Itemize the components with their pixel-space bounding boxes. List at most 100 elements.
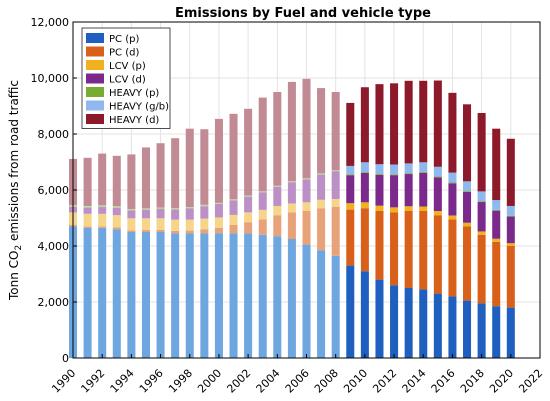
- chart-bars: [68, 78, 515, 358]
- bar-group-2003: [258, 97, 267, 358]
- bar-lcv-d-2003: [258, 192, 267, 210]
- bar-heavy-p-2005: [287, 181, 296, 183]
- bar-lcv-p-2014: [419, 206, 428, 211]
- y-axis-label-prefix: Tonn CO: [7, 251, 21, 301]
- bar-heavy-d-1998: [185, 128, 194, 208]
- bar-pc-d-2015: [433, 215, 442, 294]
- bar-heavy-p-1993: [112, 206, 121, 208]
- bar-pc-d-1999: [200, 229, 209, 234]
- bar-heavy-d-2008: [331, 92, 340, 171]
- legend-label: LCV (d): [109, 75, 146, 86]
- bar-pc-d-2016: [448, 219, 457, 297]
- chart-axes: [72, 21, 541, 359]
- bar-heavy-d-2003: [258, 97, 267, 192]
- bar-lcv-p-1993: [112, 215, 121, 228]
- bar-lcv-d-1999: [200, 206, 209, 219]
- bar-pc-p-2002: [244, 233, 253, 358]
- bar-pc-d-1997: [171, 230, 180, 234]
- bar-pc-p-1994: [127, 232, 136, 358]
- bar-lcv-d-2001: [229, 200, 238, 215]
- x-tick-label: 1996: [137, 367, 166, 396]
- bar-lcv-d-2013: [404, 174, 413, 207]
- legend-swatch: [86, 33, 104, 43]
- bar-lcv-p-2000: [214, 217, 223, 228]
- bar-pc-d-2009: [346, 209, 355, 266]
- bar-heavy-p-2009: [346, 174, 355, 176]
- bar-lcv-p-2010: [360, 202, 369, 209]
- bar-heavy-d-2017: [463, 104, 472, 182]
- bar-pc-d-2005: [287, 212, 296, 239]
- bar-pc-p-1993: [112, 229, 121, 358]
- bar-group-2016: [448, 92, 457, 358]
- bar-heavy-d-1995: [141, 147, 150, 209]
- bar-heavy-g-b-2020: [506, 205, 515, 216]
- bar-pc-p-2007: [317, 250, 326, 358]
- bar-lcv-d-2012: [390, 175, 399, 208]
- bar-lcv-p-2018: [477, 231, 486, 235]
- bar-pc-d-2003: [258, 219, 267, 235]
- bar-group-2001: [229, 113, 238, 358]
- bar-group-2002: [244, 108, 253, 358]
- y-tick-label: 10,000: [31, 72, 70, 85]
- bar-heavy-g-b-2019: [492, 200, 501, 210]
- bar-heavy-p-2007: [317, 173, 326, 175]
- bar-group-2014: [419, 80, 428, 358]
- bar-group-2008: [331, 92, 340, 358]
- bar-lcv-d-1991: [83, 207, 92, 214]
- bar-pc-d-2001: [229, 225, 238, 234]
- bar-lcv-p-2001: [229, 214, 238, 225]
- bar-lcv-d-2010: [360, 172, 369, 203]
- bar-pc-p-2009: [346, 265, 355, 358]
- bar-lcv-p-2008: [331, 198, 340, 207]
- bar-group-2011: [375, 84, 384, 358]
- bar-group-1998: [185, 128, 194, 358]
- x-tick-label: 1990: [49, 367, 78, 396]
- bar-group-2018: [477, 113, 486, 358]
- x-tick-label: 1998: [166, 367, 195, 396]
- bar-lcv-d-2020: [506, 216, 515, 244]
- bar-lcv-d-2009: [346, 175, 355, 204]
- bar-pc-p-1991: [83, 227, 92, 358]
- bar-group-2012: [390, 83, 399, 358]
- x-tick-label: 2020: [487, 367, 516, 396]
- legend-label: LCV (p): [109, 61, 146, 72]
- bar-pc-d-2000: [214, 227, 223, 234]
- bar-heavy-p-2001: [229, 199, 238, 201]
- bar-lcv-p-1992: [98, 213, 107, 227]
- bar-pc-p-2004: [273, 236, 282, 358]
- bar-pc-p-2001: [229, 233, 238, 358]
- bar-pc-p-2003: [258, 234, 267, 358]
- x-tick-label: 1994: [108, 367, 137, 396]
- bar-heavy-p-1998: [185, 207, 194, 209]
- y-tick-label: 6,000: [38, 184, 70, 197]
- bar-heavy-g-b-2012: [390, 164, 399, 175]
- bar-heavy-d-1993: [112, 155, 121, 207]
- bar-lcv-d-2007: [317, 174, 326, 200]
- bar-pc-p-2018: [477, 303, 486, 358]
- bar-pc-d-2012: [390, 212, 399, 286]
- bar-lcv-p-1991: [83, 213, 92, 227]
- bar-heavy-p-2012: [390, 174, 399, 176]
- bar-heavy-d-2005: [287, 81, 296, 182]
- x-tick-label: 2016: [429, 367, 458, 396]
- bar-lcv-p-1998: [185, 219, 194, 231]
- bar-heavy-p-1994: [127, 209, 136, 211]
- bar-pc-d-1993: [112, 227, 121, 230]
- bar-heavy-d-1992: [98, 153, 107, 206]
- x-tick-label: 2000: [195, 367, 224, 396]
- bar-lcv-d-2015: [433, 177, 442, 211]
- bar-group-2019: [492, 128, 501, 358]
- legend-swatch: [86, 114, 104, 124]
- bar-heavy-p-2002: [244, 195, 253, 197]
- bar-lcv-p-2012: [390, 207, 399, 213]
- bar-heavy-d-2000: [214, 118, 223, 203]
- bar-group-2017: [463, 104, 472, 358]
- x-tick-label: 1992: [78, 367, 107, 396]
- y-tick-label: 0: [62, 352, 69, 365]
- bar-heavy-g-b-2016: [448, 172, 457, 183]
- bar-group-2005: [287, 81, 296, 358]
- bar-lcv-d-2006: [302, 179, 311, 203]
- bar-heavy-g-b-2017: [463, 181, 472, 192]
- bar-group-2009: [346, 102, 355, 358]
- bar-group-2000: [214, 118, 223, 358]
